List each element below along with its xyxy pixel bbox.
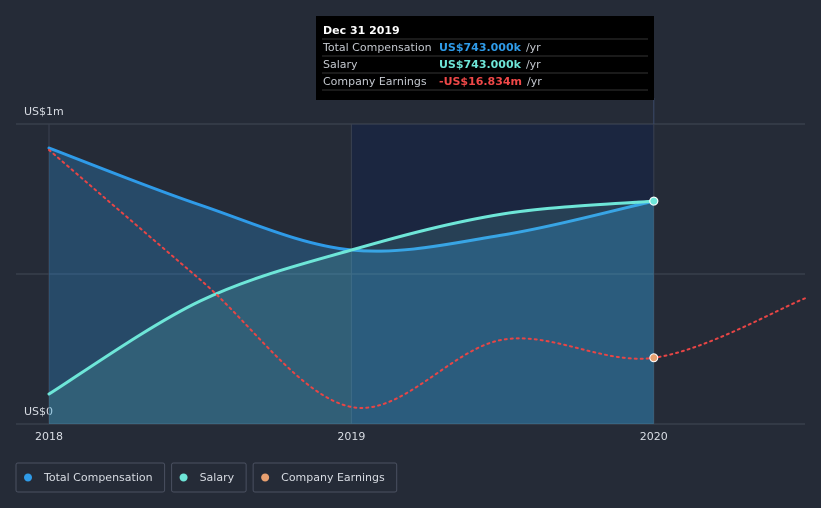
legend-label: Salary xyxy=(200,471,235,484)
tooltip-value: US$743.000k xyxy=(439,58,522,71)
tooltip-label: Total Compensation xyxy=(322,41,432,54)
legend-item[interactable]: Total Compensation xyxy=(15,462,166,493)
legend-box xyxy=(171,462,247,493)
tooltip-unit: /yr xyxy=(526,41,541,54)
tooltip-value: US$743.000k xyxy=(439,41,522,54)
legend-item[interactable]: Salary xyxy=(171,462,247,493)
tooltip-unit: /yr xyxy=(527,75,542,88)
tooltip-unit: /yr xyxy=(526,58,541,71)
series-area xyxy=(49,148,654,424)
legend-swatch xyxy=(179,473,188,482)
legend-label: Total Compensation xyxy=(43,471,153,484)
tooltip-label: Company Earnings xyxy=(323,75,427,88)
y-tick-label: US$0 xyxy=(24,405,53,418)
hover-point xyxy=(649,196,659,206)
tooltip-label: Salary xyxy=(323,58,358,71)
x-tick-label: 2020 xyxy=(640,430,668,443)
series-line xyxy=(48,148,806,409)
legend-box xyxy=(15,462,166,493)
series-area xyxy=(49,201,654,424)
tooltip xyxy=(316,16,654,100)
x-tick-label: 2018 xyxy=(35,430,63,443)
y-tick-label: US$1m xyxy=(24,105,64,118)
tooltip-title: Dec 31 2019 xyxy=(323,24,400,37)
legend-label: Company Earnings xyxy=(281,471,385,484)
x-tick-label: 2019 xyxy=(337,430,365,443)
hover-point xyxy=(649,353,659,363)
series-line xyxy=(47,199,656,396)
legend-box xyxy=(252,462,398,493)
legend-swatch xyxy=(261,473,270,482)
legend-item[interactable]: Company Earnings xyxy=(252,462,398,493)
tooltip-value: -US$16.834m xyxy=(439,75,522,88)
legend-swatch xyxy=(24,473,32,482)
